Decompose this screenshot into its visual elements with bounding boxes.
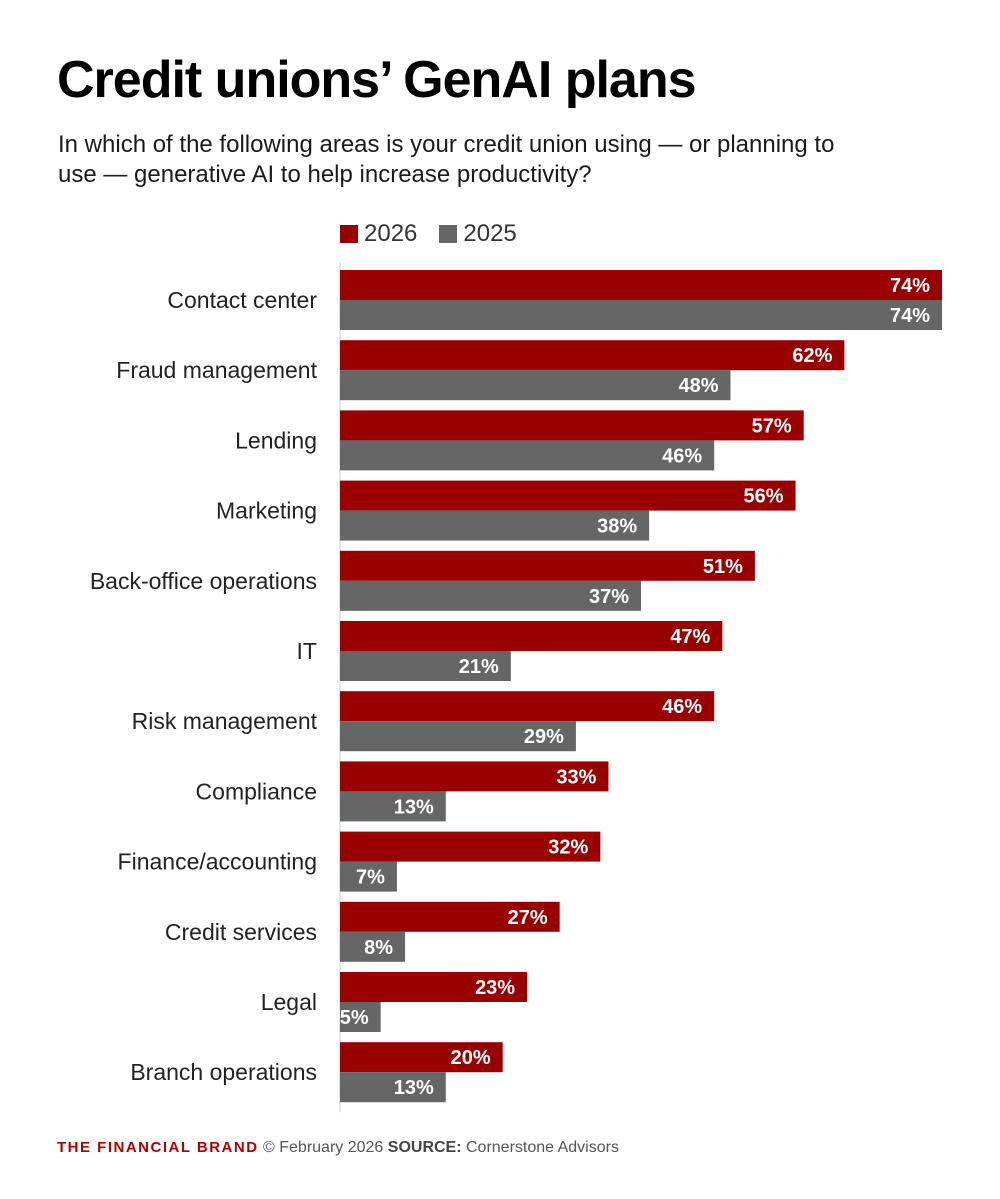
bar-2026 (340, 761, 609, 792)
legend-swatch (439, 225, 458, 243)
legend-label: 2025 (463, 220, 517, 247)
bar-2026 (340, 621, 723, 651)
data-label: 5% (340, 1007, 369, 1029)
bar-2025 (340, 440, 715, 471)
category-label: Compliance (196, 778, 317, 804)
legend-item-2025: 2025 (439, 220, 517, 248)
bar-2025 (340, 931, 406, 962)
category-label: Legal (261, 989, 317, 1015)
bar-2026 (340, 691, 715, 722)
category-label: Risk management (132, 708, 318, 734)
category-label: Fraud management (116, 357, 317, 383)
bar-2025 (340, 370, 731, 401)
bar-2025 (340, 1072, 446, 1103)
data-label: 47% (670, 626, 710, 648)
category-label: IT (297, 638, 317, 664)
bar-2025 (340, 1002, 381, 1032)
data-label: 56% (744, 486, 784, 508)
data-label: 8% (364, 937, 393, 959)
brand-logo: THE FINANCIAL BRAND (57, 1139, 259, 1156)
source-text: Cornerstone Advisors (466, 1139, 619, 1156)
chart-subtitle: In which of the following areas is your … (58, 131, 835, 188)
data-label: 13% (394, 1077, 434, 1099)
bar-2026 (340, 270, 942, 300)
data-label: 46% (662, 696, 702, 718)
legend-item-2026: 2026 (340, 220, 417, 248)
data-label: 32% (548, 837, 588, 859)
data-label: 62% (792, 345, 832, 367)
bar-2025 (340, 861, 397, 892)
bar-2025 (340, 580, 641, 611)
bar-2025 (340, 651, 511, 681)
category-label: Lending (235, 427, 317, 453)
data-label: 21% (459, 656, 499, 678)
legend-label: 2026 (364, 220, 418, 247)
data-label: 51% (703, 556, 743, 578)
data-label: 46% (662, 445, 702, 467)
footer-date: © February 2026 (263, 1139, 384, 1156)
data-label: 38% (597, 516, 637, 538)
data-label: 20% (451, 1047, 491, 1069)
data-label: 29% (524, 726, 564, 748)
data-label: 74% (890, 275, 930, 297)
bar-2025 (340, 791, 446, 822)
data-label: 57% (752, 415, 792, 437)
data-label: 27% (508, 907, 548, 929)
bar-2026 (340, 480, 796, 511)
data-label: 7% (356, 867, 385, 889)
data-label: 37% (589, 586, 629, 608)
bar-2025 (340, 300, 942, 330)
legend: 2026 2025 (340, 220, 517, 248)
category-label: Marketing (216, 498, 317, 524)
chart-title: Credit unions’ GenAI plans (57, 51, 697, 109)
data-label: 23% (475, 977, 515, 999)
category-label: Back-office operations (90, 568, 317, 594)
footer: THE FINANCIAL BRAND © February 2026 SOUR… (57, 1139, 619, 1157)
source-label: SOURCE: (387, 1139, 462, 1156)
category-label: Finance/accounting (118, 849, 317, 875)
data-label: 74% (890, 305, 930, 327)
legend-swatch (340, 225, 358, 243)
data-label: 33% (556, 766, 596, 788)
bar-2026 (340, 550, 755, 581)
category-label: Contact center (167, 287, 317, 313)
bar-2026 (340, 901, 560, 932)
category-label: Branch operations (130, 1059, 317, 1085)
bar-2026 (340, 340, 845, 371)
category-label: Credit services (165, 919, 317, 945)
bar-2026 (340, 1042, 503, 1073)
bar-2026 (340, 410, 804, 441)
bar-2025 (340, 510, 650, 541)
data-label: 13% (394, 796, 434, 818)
data-label: 48% (678, 375, 718, 397)
bar-2026 (340, 972, 528, 1002)
bar-2025 (340, 721, 576, 752)
bar-2026 (340, 831, 601, 862)
